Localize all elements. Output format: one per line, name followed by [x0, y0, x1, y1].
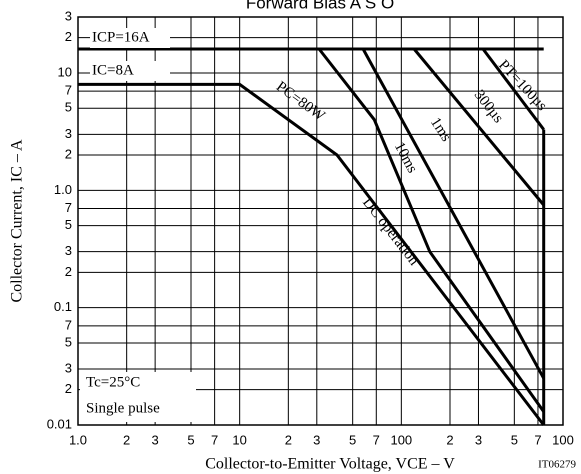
x-tick-label: 100: [390, 432, 412, 447]
x-tick-label: 10: [232, 432, 246, 447]
curve: [412, 48, 545, 206]
label-background: [80, 372, 196, 422]
y-tick-label: 10: [58, 64, 72, 79]
y-tick-label: 3: [65, 8, 72, 23]
y-tick-label: 1.0: [54, 182, 72, 197]
y-axis-label: Collector Current, IC – A: [9, 139, 26, 303]
curve: [481, 48, 545, 131]
y-tick-label: 2: [65, 29, 72, 44]
annotation: Tc=25°C: [86, 374, 140, 390]
x-tick-label: 7: [211, 432, 218, 447]
annotation: IC=8A: [92, 62, 134, 78]
y-tick-label: 5: [65, 217, 72, 232]
y-tick-label: 3: [65, 243, 72, 258]
x-tick-label: 3: [152, 432, 159, 447]
y-tick-label: 7: [65, 317, 72, 332]
y-tick-label: 2: [65, 264, 72, 279]
x-tick-label: 3: [313, 432, 320, 447]
annotation: Single pulse: [86, 400, 160, 416]
x-tick-label: 5: [511, 432, 518, 447]
y-tick-label: 7: [65, 200, 72, 215]
x-tick-label: 2: [285, 432, 292, 447]
x-tick-label: 100: [552, 432, 574, 447]
x-tick-label: 7: [373, 432, 380, 447]
label-background: [90, 28, 170, 48]
curve: [361, 48, 546, 380]
label-background: [90, 61, 170, 81]
y-tick-label: 2: [65, 381, 72, 396]
y-tick-label: 5: [65, 100, 72, 115]
annotation: ICP=16A: [92, 29, 150, 45]
y-tick-label: 3: [65, 360, 72, 375]
chart-title: Forward Bias A S O: [246, 0, 394, 12]
x-tick-label: 5: [187, 432, 194, 447]
figure-code: IT06279: [538, 459, 576, 471]
y-tick-label: 0.01: [47, 416, 72, 431]
y-tick-label: 7: [65, 83, 72, 98]
x-tick-label: 5: [349, 432, 356, 447]
y-tick-label: 3: [65, 126, 72, 141]
y-tick-label: 2: [65, 146, 72, 161]
x-tick-label: 3: [475, 432, 482, 447]
x-tick-label: 2: [446, 432, 453, 447]
y-tick-label: 5: [65, 334, 72, 349]
x-tick-label: 2: [123, 432, 130, 447]
curve: [78, 82, 545, 426]
x-tick-label: 1.0: [69, 432, 87, 447]
x-axis-label: Collector-to-Emitter Voltage, VCE – V: [205, 456, 455, 473]
y-tick-label: 0.1: [54, 299, 72, 314]
plot-frame: [77, 16, 564, 426]
x-tick-label: 7: [534, 432, 541, 447]
curve: [317, 48, 545, 413]
